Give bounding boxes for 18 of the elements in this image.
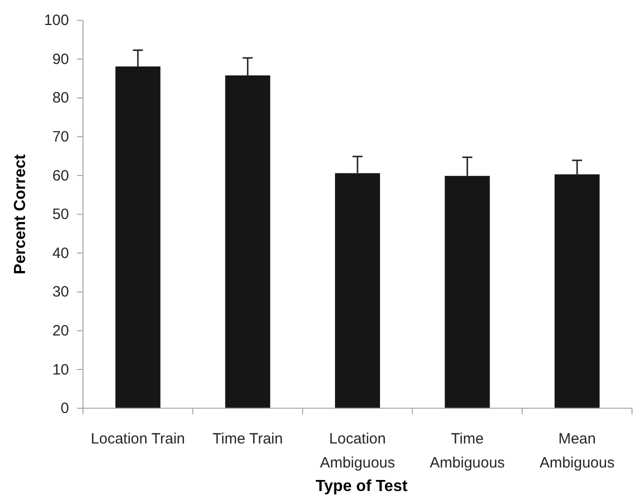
y-tick-label: 0 xyxy=(60,400,69,418)
y-tick-label: 20 xyxy=(52,322,69,340)
y-tick-label: 70 xyxy=(52,128,69,146)
x-tick-label: Location Ambiguous xyxy=(320,430,396,472)
y-tick-label: 10 xyxy=(52,361,69,378)
y-tick-label: 80 xyxy=(52,90,69,107)
x-tick-label: Mean Ambiguous xyxy=(540,430,615,472)
y-tick-label: 50 xyxy=(52,206,69,224)
y-axis-title: Percent Correct xyxy=(12,154,29,274)
y-tick-label: 90 xyxy=(52,50,69,68)
y-tick-label: 30 xyxy=(52,284,69,301)
y-tick-label: 100 xyxy=(44,12,69,30)
x-axis-title: Type of Test xyxy=(316,478,408,495)
y-tick-label: 60 xyxy=(52,167,69,184)
x-tick-label: Time Ambiguous xyxy=(430,430,505,472)
x-tick-label: Time Train xyxy=(212,430,283,448)
x-tick-label: Location Train xyxy=(90,430,186,448)
y-tick-label: 40 xyxy=(52,244,69,262)
